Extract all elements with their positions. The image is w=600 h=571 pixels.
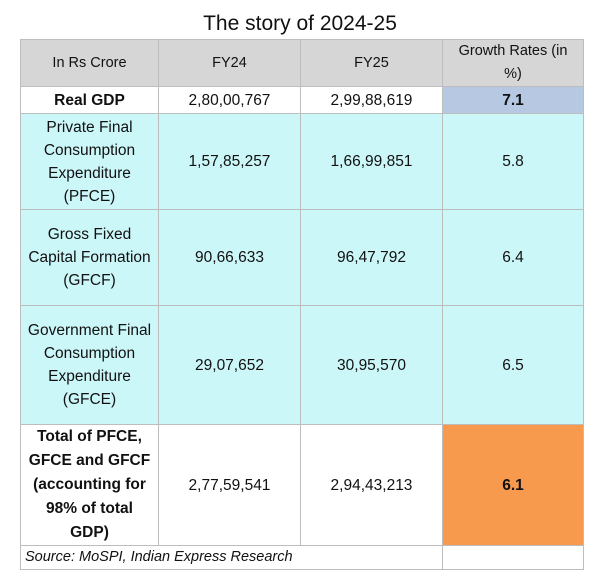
table-row: Private Final Consumption Expenditure (P… bbox=[20, 113, 584, 210]
header-growth: Growth Rates (in %) bbox=[442, 39, 584, 87]
cell-fy25: 96,47,792 bbox=[300, 209, 443, 306]
table-header-row: In Rs Crore FY24 FY25 Growth Rates (in %… bbox=[20, 39, 584, 87]
source-row: Source: MoSPI, Indian Express Research bbox=[20, 545, 584, 570]
cell-growth: 6.1 bbox=[442, 424, 584, 546]
table-row: Government Final Consumption Expenditure… bbox=[20, 305, 584, 425]
empty-cell bbox=[442, 545, 584, 570]
cell-fy25: 2,99,88,619 bbox=[300, 86, 443, 114]
cell-fy25: 30,95,570 bbox=[300, 305, 443, 425]
row-label: Real GDP bbox=[20, 86, 159, 114]
cell-growth: 6.5 bbox=[442, 305, 584, 425]
source-note: Source: MoSPI, Indian Express Research bbox=[20, 545, 443, 570]
header-fy25: FY25 bbox=[300, 39, 443, 87]
table-row: Gross Fixed Capital Formation (GFCF) 90,… bbox=[20, 209, 584, 306]
cell-fy24: 2,77,59,541 bbox=[158, 424, 301, 546]
page-title: The story of 2024-25 bbox=[203, 12, 397, 35]
cell-fy25: 2,94,43,213 bbox=[300, 424, 443, 546]
row-label: Government Final Consumption Expenditure… bbox=[20, 305, 159, 425]
row-label: Private Final Consumption Expenditure (P… bbox=[20, 113, 159, 210]
header-fy24: FY24 bbox=[158, 39, 301, 87]
table-row: Real GDP 2,80,00,767 2,99,88,619 7.1 bbox=[20, 86, 584, 114]
cell-growth: 5.8 bbox=[442, 113, 584, 210]
gdp-table: In Rs Crore FY24 FY25 Growth Rates (in %… bbox=[20, 39, 584, 570]
header-unit: In Rs Crore bbox=[20, 39, 159, 87]
cell-fy24: 2,80,00,767 bbox=[158, 86, 301, 114]
cell-growth: 7.1 bbox=[442, 86, 584, 114]
cell-fy24: 90,66,633 bbox=[158, 209, 301, 306]
row-label: Total of PFCE, GFCE and GFCF (accounting… bbox=[20, 424, 159, 546]
row-label: Gross Fixed Capital Formation (GFCF) bbox=[20, 209, 159, 306]
cell-fy24: 29,07,652 bbox=[158, 305, 301, 425]
cell-fy25: 1,66,99,851 bbox=[300, 113, 443, 210]
table-row: Total of PFCE, GFCE and GFCF (accounting… bbox=[20, 424, 584, 546]
cell-fy24: 1,57,85,257 bbox=[158, 113, 301, 210]
cell-growth: 6.4 bbox=[442, 209, 584, 306]
